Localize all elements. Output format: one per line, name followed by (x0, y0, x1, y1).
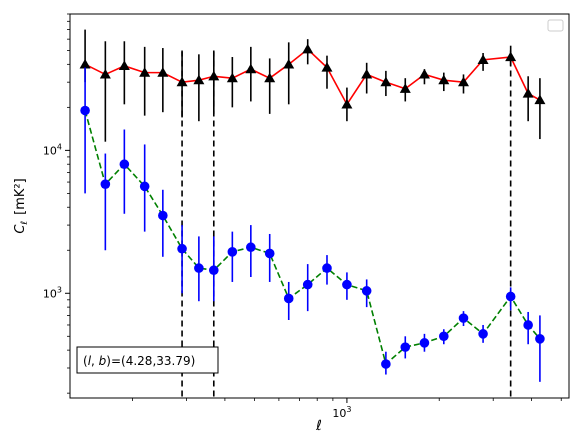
series-1 (80, 67, 545, 382)
data-point (400, 342, 411, 352)
data-point (458, 313, 469, 323)
data-point (523, 320, 533, 330)
x-axis-label: ℓ (315, 418, 322, 434)
x-tick-label: 103 (332, 405, 351, 420)
series-layer (79, 29, 546, 382)
data-point (246, 242, 256, 253)
data-point (399, 83, 411, 93)
data-point (208, 265, 219, 276)
data-point (193, 74, 205, 85)
data-point (283, 58, 295, 69)
data-point (341, 98, 353, 109)
annotation-box (76, 346, 219, 374)
data-point (139, 181, 150, 192)
data-point (194, 263, 204, 273)
y-axis-label-symbol: C (13, 224, 28, 234)
data-point (100, 179, 111, 189)
data-point (419, 338, 430, 348)
legend (547, 19, 564, 32)
data-point (264, 248, 275, 259)
data-point (418, 68, 430, 79)
data-point (119, 159, 130, 170)
data-point (99, 68, 111, 79)
y-tick-label: 103 (43, 285, 62, 300)
y-axis-label-unit: [mK²] (13, 178, 28, 215)
data-point (361, 68, 373, 79)
data-point (302, 279, 313, 290)
data-point (79, 58, 91, 69)
legend-box (547, 19, 564, 32)
data-point (534, 94, 546, 105)
annotation: (l, b)=(4.28,33.79) (76, 346, 219, 374)
data-point (381, 359, 391, 369)
annotation-b: b (99, 354, 107, 368)
data-point (321, 62, 333, 72)
data-point (505, 51, 517, 62)
data-point (302, 43, 314, 54)
data-point (80, 105, 90, 116)
y-axis-label: Cℓ [mK²] (13, 178, 30, 233)
data-point (457, 76, 469, 87)
data-point (177, 243, 187, 254)
data-point (505, 291, 516, 302)
data-point (176, 76, 188, 87)
data-point (208, 70, 220, 81)
y-tick-label: 104 (43, 142, 62, 157)
reference-lines (181, 50, 512, 398)
data-point (226, 72, 238, 83)
annotation-values: =(4.28,33.79) (111, 354, 195, 368)
data-point (477, 54, 489, 64)
data-point (380, 76, 392, 87)
data-point (158, 210, 168, 221)
data-point (322, 263, 332, 273)
data-point (283, 293, 294, 304)
data-point (438, 74, 450, 85)
y-axis-label-subscript: ℓ (20, 221, 30, 226)
data-point (245, 63, 257, 74)
data-point (118, 60, 130, 71)
data-point (361, 286, 372, 296)
data-point (439, 331, 449, 342)
data-point (478, 329, 488, 339)
data-point (227, 247, 238, 257)
data-point (264, 72, 276, 83)
data-point (157, 67, 169, 77)
data-point (535, 334, 545, 344)
data-point (139, 67, 151, 77)
plot-frame (69, 13, 570, 399)
annotation-l: l (88, 354, 92, 368)
data-point (522, 87, 534, 98)
annotation-text: (l, b)=(4.28,33.79) (83, 354, 195, 368)
series-0 (79, 29, 546, 142)
data-point (342, 279, 352, 290)
